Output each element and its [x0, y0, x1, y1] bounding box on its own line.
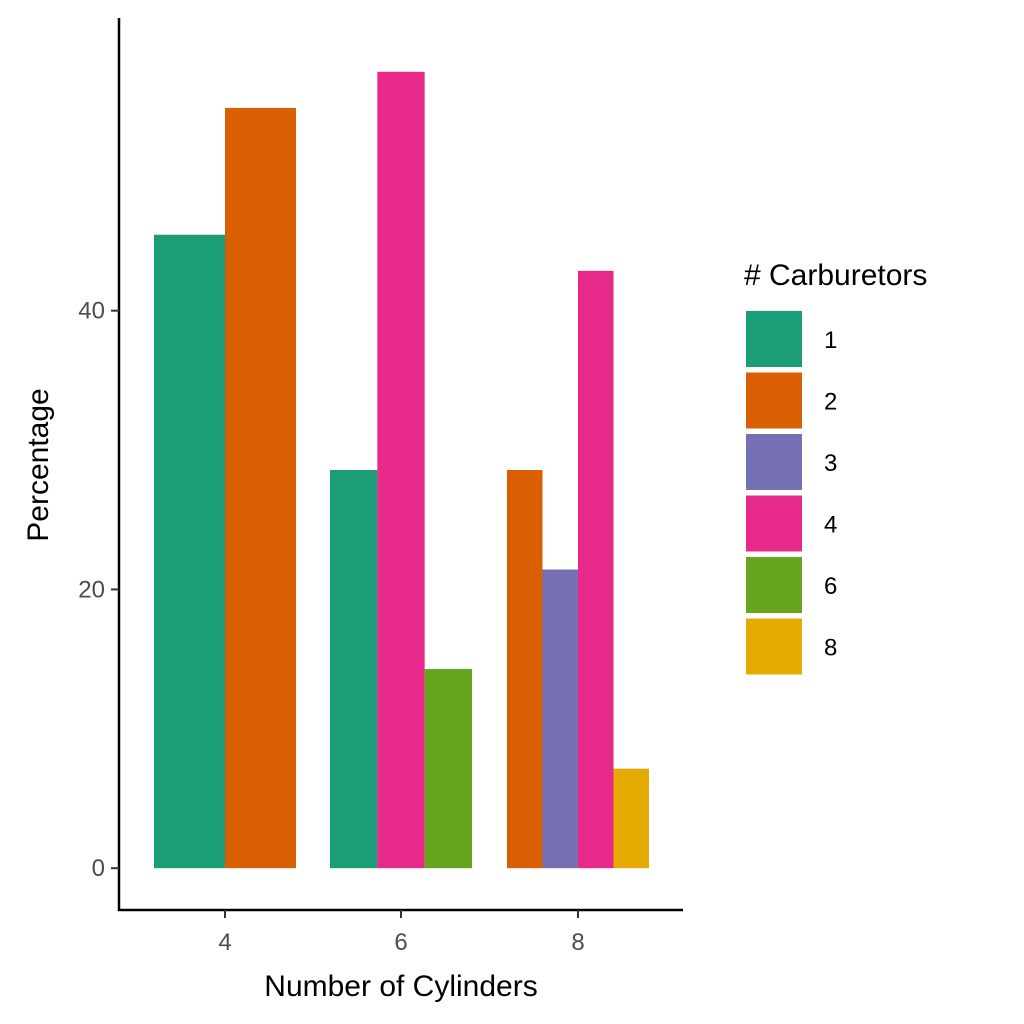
legend-swatch: [746, 372, 802, 429]
y-axis-title: Percentage: [22, 388, 55, 541]
bar-cyl8-carb8: [613, 768, 649, 869]
legend-swatch: [746, 434, 802, 490]
y-tick-label: 20: [78, 576, 105, 603]
bar-cyl6-carb1: [330, 469, 378, 869]
bars-layer: [154, 71, 649, 869]
legend-swatch: [746, 311, 802, 367]
x-tick-label: 6: [394, 929, 407, 956]
x-axis-title: Number of Cylinders: [264, 970, 537, 1003]
legend-item-8: 8: [746, 618, 837, 675]
legend-swatch: [746, 495, 802, 552]
y-tick-label: 0: [92, 855, 105, 882]
bar-cyl4-carb2: [225, 107, 296, 869]
legend-label: 6: [824, 573, 837, 600]
x-tick-label: 4: [218, 929, 231, 956]
legend-label: 2: [824, 389, 837, 416]
legend-label: 4: [824, 512, 837, 539]
legend-item-2: 2: [746, 372, 837, 429]
legend-label: 3: [824, 450, 837, 477]
bar-cyl6-carb4: [377, 71, 425, 869]
legend-title: # Carburetors: [744, 259, 927, 292]
bar-cyl8-carb2: [507, 469, 543, 869]
axes-layer: 0 20 40 4 6 8: [78, 18, 683, 956]
bar-cyl8-carb4: [578, 270, 614, 869]
legend-item-3: 3: [746, 434, 837, 490]
bar-cyl4-carb1: [154, 234, 225, 869]
y-tick-label: 40: [78, 298, 105, 325]
x-tick-label: 8: [571, 929, 584, 956]
legend-item-6: 6: [746, 557, 837, 613]
legend-label: 8: [824, 635, 837, 662]
legend-swatch: [746, 557, 802, 613]
bar-cyl8-carb3: [542, 569, 578, 869]
legend-label: 1: [824, 327, 837, 354]
legend-swatch: [746, 618, 802, 675]
legend: 1 2 3 4 6 8: [746, 311, 837, 675]
legend-item-4: 4: [746, 495, 837, 552]
bar-cyl6-carb6: [424, 669, 472, 869]
legend-item-1: 1: [746, 311, 837, 367]
